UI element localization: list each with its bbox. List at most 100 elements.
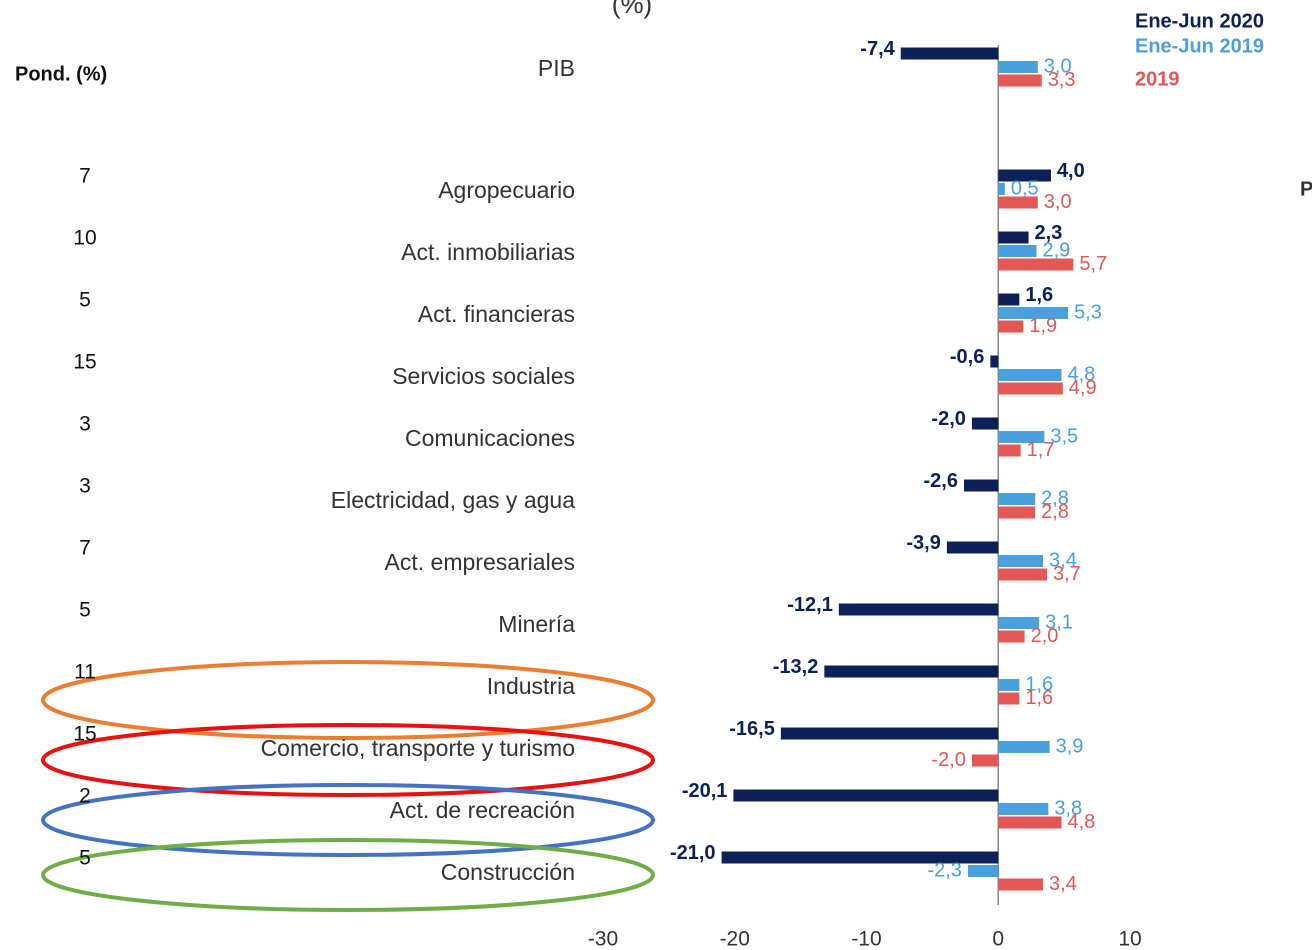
value-label: -0,6	[950, 346, 984, 368]
value-label: 3,8	[1054, 797, 1082, 819]
value-label: -2,0	[931, 408, 965, 430]
bar	[998, 679, 1020, 691]
bar	[998, 878, 1044, 891]
value-label: 2,0	[1031, 625, 1059, 647]
weight-label: 5	[79, 847, 91, 870]
value-label: 2,9	[1042, 239, 1070, 261]
weight-label: 5	[79, 599, 91, 622]
bar	[971, 754, 999, 767]
value-label: 2,8	[1041, 501, 1069, 523]
value-label: -13,2	[773, 656, 819, 678]
bar	[998, 258, 1074, 271]
value-label: 3,1	[1045, 611, 1073, 633]
category-label: Act. empresariales	[385, 549, 575, 575]
value-label: -20,1	[682, 780, 728, 802]
value-label: -16,5	[729, 718, 775, 740]
x-tick-label: 0	[992, 928, 1004, 950]
x-tick-label: -10	[851, 928, 881, 950]
value-label: -2,3	[927, 859, 961, 881]
category-label: Act. financieras	[418, 301, 575, 327]
value-label: 5,3	[1074, 301, 1102, 323]
weight-label: 7	[79, 537, 91, 560]
chart-title: (%)	[612, 0, 652, 19]
category-label: Comercio, transporte y turismo	[261, 735, 575, 761]
highlight-ellipse	[41, 723, 655, 797]
category-label: Minería	[498, 611, 575, 637]
value-label: 4,9	[1069, 377, 1097, 399]
highlight-ellipse	[41, 783, 655, 857]
bar	[998, 803, 1049, 815]
bar	[824, 665, 999, 678]
bar	[998, 74, 1042, 87]
bar	[998, 183, 1005, 195]
highlight-ellipse	[41, 660, 655, 740]
bar	[967, 865, 999, 877]
value-label: 4,0	[1057, 160, 1085, 182]
bar	[998, 320, 1024, 333]
category-label: Industria	[487, 673, 575, 699]
bar	[998, 231, 1029, 244]
value-label: 4,8	[1067, 811, 1095, 833]
bar	[998, 617, 1040, 629]
annotation: P	[1300, 178, 1312, 200]
x-tick-label: -20	[720, 928, 750, 950]
value-label: 1,7	[1027, 439, 1055, 461]
value-label: 3,5	[1050, 425, 1078, 447]
bar	[998, 630, 1025, 643]
bar	[998, 169, 1051, 182]
category-label: Act. de recreación	[390, 797, 575, 823]
value-label: 1,9	[1029, 315, 1057, 337]
legend-entry: Ene-Jun 2020	[1135, 10, 1264, 32]
weight-label: 11	[74, 661, 96, 684]
bar	[998, 493, 1036, 505]
bar	[998, 444, 1021, 457]
bar	[998, 61, 1038, 73]
bar	[780, 727, 999, 740]
category-label: Comunicaciones	[405, 425, 575, 451]
weight-label: 3	[79, 413, 91, 436]
value-label: 0,5	[1011, 177, 1039, 199]
bar	[998, 382, 1063, 395]
category-label: Servicios sociales	[392, 363, 575, 389]
category-label: Construcción	[441, 859, 575, 885]
bar	[946, 541, 999, 554]
value-label: 2,8	[1041, 487, 1069, 509]
value-label: 1,6	[1025, 284, 1053, 306]
value-label: 1,6	[1025, 687, 1053, 709]
highlight-ellipse	[41, 838, 655, 912]
bar	[998, 196, 1038, 209]
value-label: 3,3	[1048, 69, 1076, 91]
bar	[998, 816, 1062, 829]
weight-label: 15	[73, 351, 96, 374]
bar	[963, 479, 999, 492]
bar	[838, 603, 999, 616]
bar	[998, 307, 1069, 319]
value-label: 3,0	[1044, 191, 1072, 213]
value-label: 4,8	[1067, 363, 1095, 385]
value-label: -2,6	[924, 470, 958, 492]
weight-label: 10	[73, 227, 96, 250]
value-label: 3,0	[1044, 55, 1072, 77]
value-label: 5,7	[1079, 253, 1107, 275]
value-label: 3,4	[1049, 549, 1077, 571]
x-tick-label: 10	[1118, 928, 1141, 950]
bar	[998, 506, 1036, 519]
bar	[998, 431, 1045, 443]
bar	[998, 568, 1047, 581]
bar	[998, 692, 1020, 705]
weights-header: Pond. (%)	[15, 63, 107, 85]
x-tick-label: -30	[588, 928, 618, 950]
category-label: Agropecuario	[438, 177, 575, 203]
value-label: 2,3	[1035, 222, 1063, 244]
value-label: -12,1	[787, 594, 833, 616]
weight-label: 2	[79, 785, 91, 808]
weight-label: 3	[79, 475, 91, 498]
category-label: Electricidad, gas y agua	[331, 487, 575, 513]
bar	[998, 293, 1020, 306]
weight-label: 15	[73, 723, 96, 746]
weight-label: 5	[79, 289, 91, 312]
weight-label: 7	[79, 165, 91, 188]
value-label: -3,9	[906, 532, 940, 554]
bar	[971, 417, 999, 430]
